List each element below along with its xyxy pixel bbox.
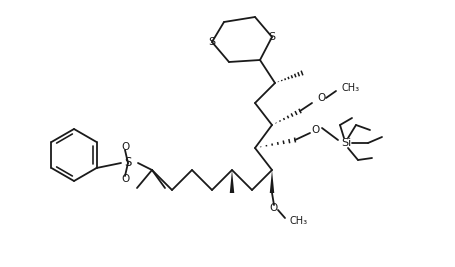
- Text: CH₃: CH₃: [341, 83, 359, 93]
- Polygon shape: [229, 170, 234, 193]
- Text: S: S: [124, 156, 131, 170]
- Text: O: O: [269, 203, 278, 213]
- Text: O: O: [121, 174, 130, 184]
- Text: CH₃: CH₃: [289, 216, 308, 226]
- Text: O: O: [317, 93, 325, 103]
- Text: S: S: [208, 37, 215, 47]
- Text: Si: Si: [340, 138, 350, 148]
- Text: O: O: [121, 142, 130, 152]
- Polygon shape: [269, 170, 273, 193]
- Text: O: O: [311, 125, 319, 135]
- Text: S: S: [268, 32, 275, 42]
